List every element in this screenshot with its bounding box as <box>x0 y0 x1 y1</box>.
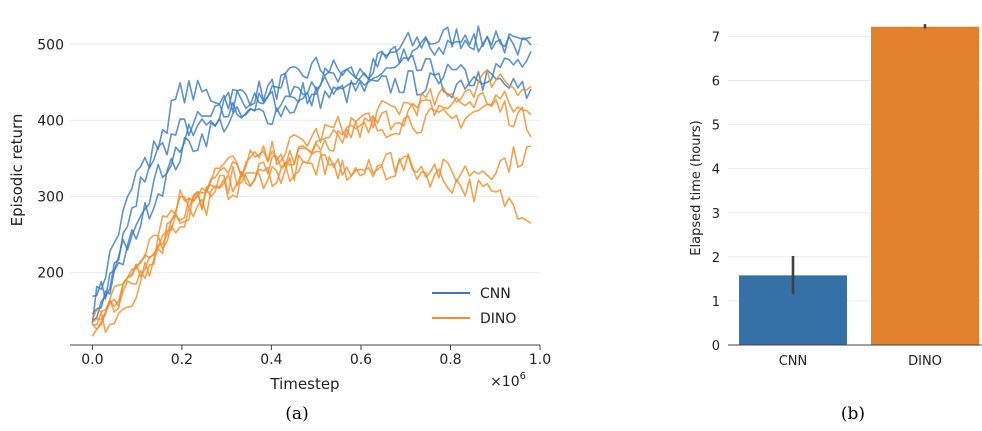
y-tick-label: 200 <box>37 266 64 282</box>
chart-b-elapsed-time: 0 1 2 3 4 5 6 7 CNN DINO Elapsed time (hours) <box>689 24 982 369</box>
y-tick-label: 5 <box>712 119 720 134</box>
x-tick-label: 0.4 <box>260 352 282 368</box>
series-line-cnn-4 <box>91 50 532 315</box>
y-tick-label: 0 <box>712 339 720 354</box>
y-tick-label: 1 <box>712 295 720 310</box>
y-tick-label: 2 <box>712 251 720 266</box>
legend: CNN DINO <box>432 286 516 327</box>
y-tick-label: 3 <box>712 207 720 222</box>
bar-dino <box>871 26 979 345</box>
legend-label-dino: DINO <box>480 311 516 327</box>
series-lines <box>91 25 532 337</box>
x-axis-label: Timestep <box>269 375 339 393</box>
y-tick-label: 500 <box>37 37 64 53</box>
y-axis-label: Episodic return <box>8 114 26 227</box>
x-multiplier: ×106 <box>490 371 526 390</box>
x-ticks: 0.0 0.2 0.4 0.6 0.8 1.0 <box>81 345 551 368</box>
y-tick-label: 6 <box>712 75 720 90</box>
chart-a-returns: 0.0 0.2 0.4 0.6 0.8 1.0 200 300 400 500 Timestep… <box>8 25 551 393</box>
x-ticks: CNN DINO <box>779 354 942 369</box>
series-line-dino-3 <box>91 153 532 323</box>
grid <box>70 43 540 274</box>
x-tick-label: DINO <box>908 354 942 369</box>
caption-b: (b) <box>840 404 866 424</box>
series-line-dino-5 <box>92 98 532 334</box>
x-tick-label: 0.8 <box>439 352 461 368</box>
x-tick-label: 0.0 <box>81 352 103 368</box>
series-line-cnn-2 <box>91 30 532 322</box>
y-ticks: 0 1 2 3 4 5 6 7 <box>712 30 720 354</box>
bars <box>739 24 979 345</box>
x-tick-label: 0.2 <box>171 352 193 368</box>
y-axis-label: Elapsed time (hours) <box>689 120 704 255</box>
series-line-cnn-1 <box>91 25 532 324</box>
series-line-cnn-3 <box>92 54 532 300</box>
y-tick-label: 4 <box>712 163 720 178</box>
y-ticks: 200 300 400 500 <box>37 37 64 281</box>
series-line-dino-2 <box>91 69 532 337</box>
legend-label-cnn: CNN <box>480 286 511 302</box>
y-tick-label: 400 <box>37 113 64 129</box>
y-tick-label: 7 <box>712 30 720 45</box>
series-line-dino-1 <box>91 90 532 320</box>
x-tick-label: 0.6 <box>350 352 372 368</box>
x-tick-label: 1.0 <box>529 352 551 368</box>
caption-a: (a) <box>285 404 309 424</box>
x-tick-label: CNN <box>779 354 808 369</box>
y-tick-label: 300 <box>37 190 64 206</box>
